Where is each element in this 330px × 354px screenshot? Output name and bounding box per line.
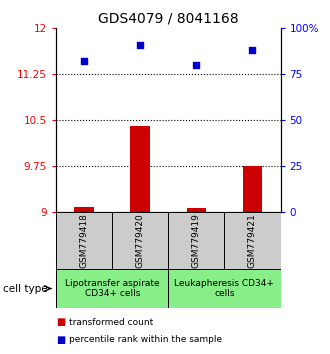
Bar <box>168 212 224 269</box>
Bar <box>56 212 112 269</box>
Point <box>138 42 143 48</box>
Bar <box>130 126 150 212</box>
Text: ■: ■ <box>56 335 65 345</box>
Bar <box>74 207 94 212</box>
Text: GSM779418: GSM779418 <box>80 213 89 268</box>
Title: GDS4079 / 8041168: GDS4079 / 8041168 <box>98 12 239 26</box>
Point <box>194 62 199 68</box>
Text: GSM779421: GSM779421 <box>248 213 257 268</box>
Bar <box>224 212 280 269</box>
Bar <box>243 166 262 212</box>
Point <box>82 59 87 64</box>
Text: Leukapheresis CD34+
cells: Leukapheresis CD34+ cells <box>175 279 274 298</box>
Text: transformed count: transformed count <box>69 318 153 327</box>
Bar <box>112 212 168 269</box>
Text: ■: ■ <box>56 317 65 327</box>
Bar <box>168 269 280 308</box>
Bar <box>186 208 206 212</box>
Text: percentile rank within the sample: percentile rank within the sample <box>69 335 222 344</box>
Point <box>250 47 255 53</box>
Text: cell type: cell type <box>3 284 48 293</box>
Bar <box>56 269 168 308</box>
Text: Lipotransfer aspirate
CD34+ cells: Lipotransfer aspirate CD34+ cells <box>65 279 159 298</box>
Text: GSM779420: GSM779420 <box>136 213 145 268</box>
Text: GSM779419: GSM779419 <box>192 213 201 268</box>
